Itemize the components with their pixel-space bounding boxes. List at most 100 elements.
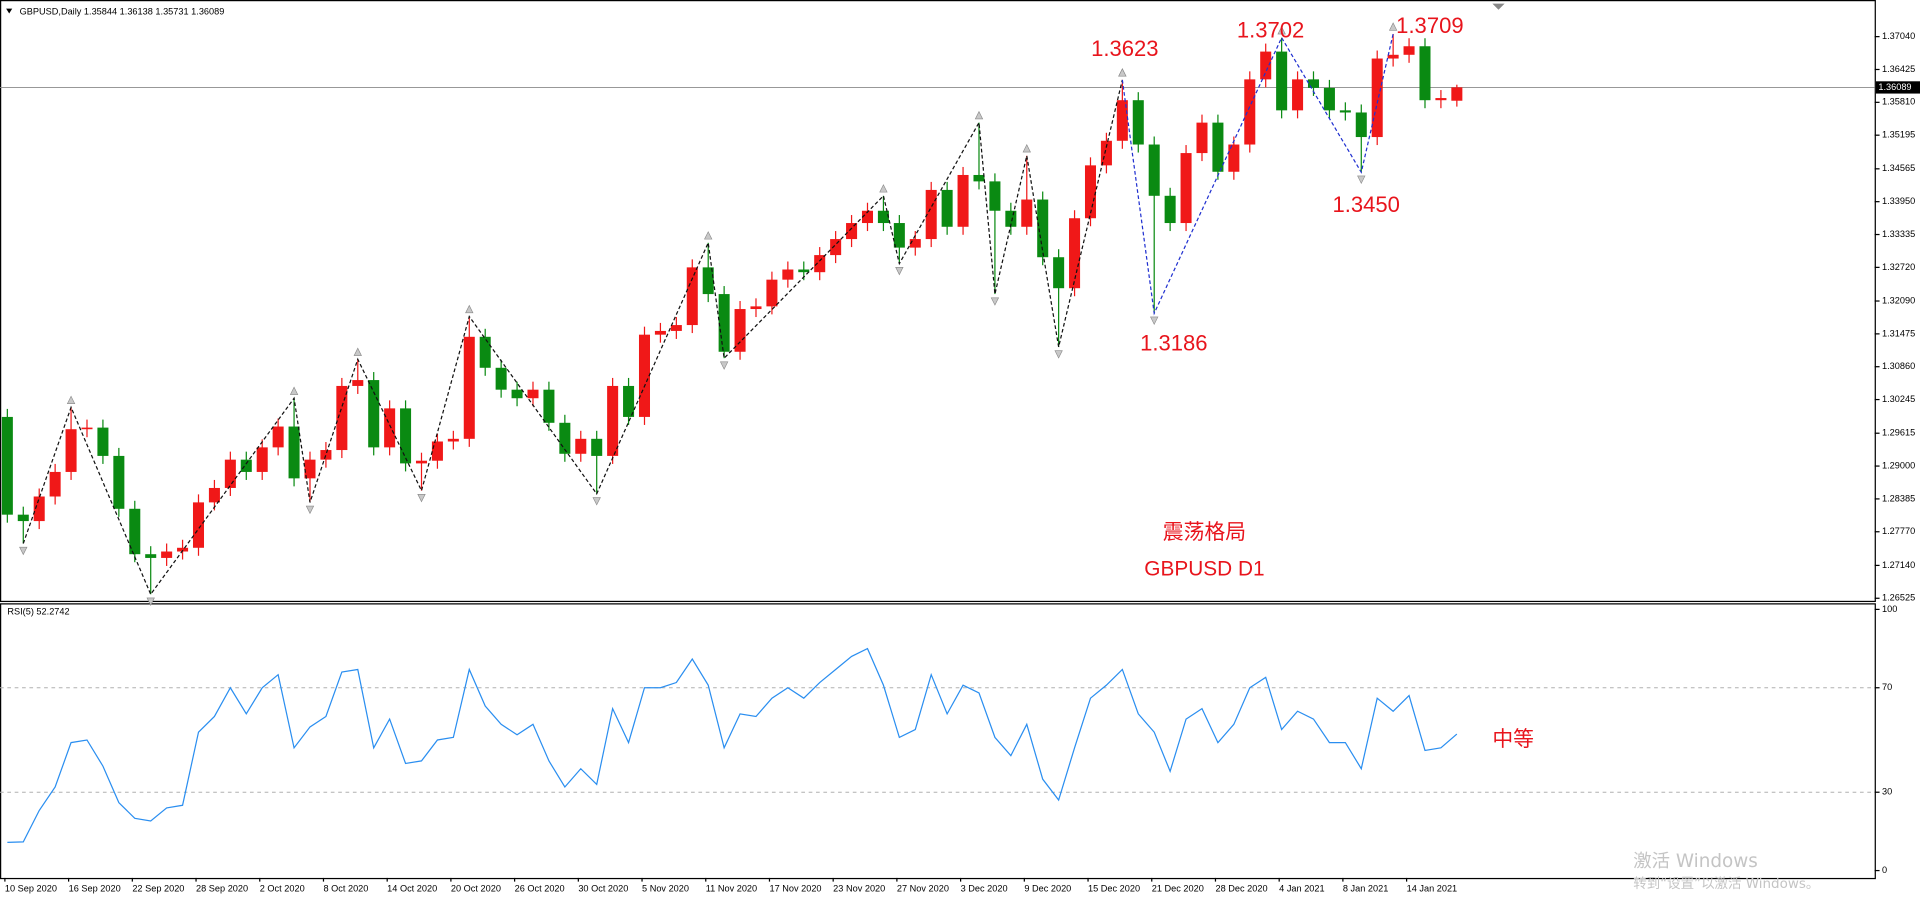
candle-body [1037, 199, 1049, 258]
candle-body [288, 426, 300, 479]
candle-body [161, 551, 173, 558]
candle-body [177, 547, 189, 552]
candle-body [352, 380, 364, 386]
x-tick-label: 4 Jan 2021 [1279, 883, 1324, 893]
candle-body [1355, 112, 1367, 138]
y-tick-label: 1.27770 [1882, 526, 1915, 536]
swing-arrow [305, 505, 315, 515]
y-tick-label: 1.27140 [1882, 560, 1915, 570]
x-tick-label: 2 Oct 2020 [260, 883, 305, 893]
candle-body [1451, 87, 1463, 101]
candle-body [49, 471, 61, 497]
candle-body [1164, 195, 1176, 224]
candle-body [224, 459, 236, 488]
x-tick-label: 21 Dec 2020 [1152, 883, 1204, 893]
y-tick-label: 1.32720 [1882, 262, 1915, 272]
candle-body [495, 367, 507, 390]
swing-arrow [895, 267, 904, 276]
y-tick-label: 1.29615 [1882, 428, 1915, 438]
y-tick-label: 1.33950 [1882, 196, 1915, 206]
candle-body [798, 269, 810, 273]
candle-body [400, 408, 412, 464]
last-price-box [1875, 81, 1920, 94]
candle-body [654, 330, 666, 335]
candle-body [208, 487, 220, 503]
chart-title: GBPUSD,Daily 1.35844 1.36138 1.35731 1.3… [20, 7, 225, 17]
swing-arrow [990, 297, 1000, 306]
swing-arrow [1357, 175, 1366, 185]
candle-body [1132, 100, 1144, 145]
candle-body [1435, 98, 1447, 101]
candle-body [686, 267, 698, 326]
x-tick-label: 10 Sep 2020 [5, 883, 57, 893]
candle-body [1100, 140, 1112, 166]
candle-body [591, 438, 603, 456]
candle-body [734, 309, 746, 352]
rsi-panel [0, 603, 1876, 880]
candle-body [368, 380, 380, 448]
candle-body [384, 408, 396, 448]
swing-arrow [719, 361, 729, 370]
rsi-label: RSI(5) 52.2742 [7, 606, 69, 616]
candle-body [1196, 122, 1208, 154]
swing-arrow [1118, 68, 1127, 77]
candle-body [638, 334, 651, 417]
x-tick-label: 28 Dec 2020 [1215, 883, 1267, 893]
candle-body [256, 447, 268, 472]
candle-body [861, 210, 874, 224]
y-tick-label: 1.37040 [1882, 31, 1915, 41]
x-tick-label: 8 Oct 2020 [323, 883, 368, 893]
candle-body [336, 385, 348, 451]
annotation: 1.3186 [1140, 330, 1207, 355]
watermark: 激活 Windows [1633, 851, 1758, 872]
annotation: 1.3702 [1237, 18, 1304, 43]
candle-body [1403, 46, 1415, 55]
annotation: 1.3623 [1091, 36, 1158, 61]
candle-body [1292, 79, 1304, 111]
x-tick-label: 27 Nov 2020 [897, 883, 949, 893]
candle-body [1084, 165, 1097, 219]
candle-body [1339, 110, 1351, 113]
candle-body [670, 325, 682, 331]
y-tick-label: 1.34565 [1882, 163, 1915, 173]
x-tick-label: 3 Dec 2020 [961, 883, 1008, 893]
candle-body [877, 210, 889, 224]
candle-body [479, 336, 491, 368]
candle-body [607, 385, 619, 456]
candle-body [527, 389, 539, 399]
candle-body [957, 174, 969, 227]
annotation: 1.3709 [1396, 13, 1463, 38]
swing-arrow [974, 110, 984, 120]
y-tick-label: 1.36425 [1882, 64, 1915, 74]
candle-body [1323, 87, 1335, 111]
shift-marker [1492, 3, 1505, 10]
candle-body [1260, 51, 1272, 80]
swing-arrow [1388, 22, 1398, 31]
swing-arrow [1054, 350, 1063, 359]
candle-body [320, 450, 332, 460]
candle-body [1228, 144, 1240, 172]
annotation: 中等 [1492, 728, 1534, 751]
candle-body [893, 223, 905, 248]
x-tick-label: 20 Oct 2020 [451, 883, 501, 893]
candle-body [925, 189, 937, 240]
candle-body [1116, 100, 1128, 141]
candle-body [1, 416, 13, 515]
candle-body [846, 223, 858, 240]
rsi-tick-label: 30 [1882, 787, 1892, 797]
x-tick-label: 22 Sep 2020 [132, 883, 184, 893]
candle-body [145, 554, 157, 558]
x-tick-label: 30 Oct 2020 [578, 883, 628, 893]
candle-body [65, 429, 77, 472]
x-tick-label: 17 Nov 2020 [769, 883, 821, 893]
candle-body [766, 279, 778, 307]
swing-arrow [465, 304, 474, 314]
candle-body [1276, 51, 1288, 111]
candle-body [782, 269, 794, 280]
candle-body [1069, 218, 1081, 289]
swing-arrow [146, 597, 155, 606]
last-price-label: 1.36089 [1878, 82, 1911, 92]
